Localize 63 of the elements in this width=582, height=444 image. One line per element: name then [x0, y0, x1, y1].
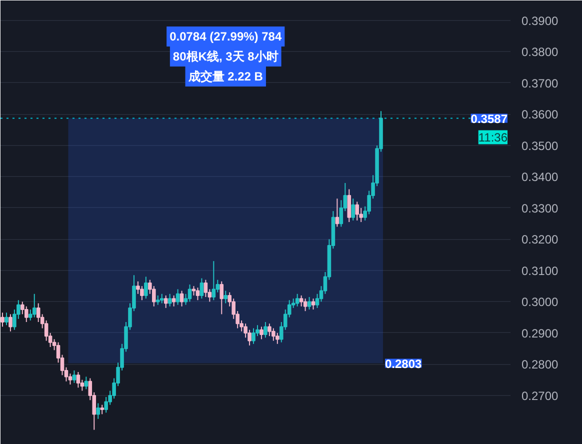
candlestick — [76, 372, 80, 388]
y-tick-label: 0.3000 — [522, 295, 559, 310]
candlestick — [351, 198, 356, 221]
annotation: 成交量 2.22 B — [187, 70, 264, 84]
y-tick-label: 0.3900 — [522, 14, 559, 28]
candlestick — [311, 298, 316, 310]
candlestick — [220, 280, 224, 315]
candlestick — [144, 276, 148, 300]
candlestick — [355, 201, 359, 221]
y-tick-label: 0.2900 — [522, 326, 559, 340]
candlestick — [200, 278, 204, 300]
candlestick — [100, 404, 104, 415]
candlestick — [164, 294, 168, 308]
y-tick-label: 0.3600 — [522, 108, 559, 122]
candlestick — [24, 306, 28, 323]
candlestick — [36, 302, 40, 323]
candlestick — [192, 286, 196, 296]
candlestick — [172, 294, 176, 307]
candlestick — [188, 284, 192, 302]
candlestick — [68, 373, 72, 386]
candlestick — [272, 328, 276, 342]
y-tick-label: 0.3200 — [522, 232, 559, 247]
candlestick — [347, 188, 352, 223]
candlestick — [299, 294, 304, 307]
candlestick — [264, 322, 268, 338]
candlestick — [72, 370, 76, 384]
candlestick — [295, 293, 300, 307]
candlestick — [4, 312, 8, 326]
candlestick — [84, 376, 88, 390]
annotation: 0.0784 (27.99%) 784 — [170, 30, 282, 44]
candlestick — [335, 198, 340, 228]
candlestick — [260, 326, 264, 340]
candlestick — [204, 279, 208, 298]
annotation: 11:36 — [478, 130, 508, 144]
candlestick — [307, 296, 312, 310]
candlestick — [276, 332, 280, 344]
candlestick — [303, 298, 308, 312]
y-tick-label: 0.3800 — [522, 45, 559, 60]
candlestick — [168, 293, 172, 307]
y-tick-label: 0.3300 — [522, 201, 559, 216]
candlestick — [32, 293, 36, 318]
candlestick — [8, 314, 12, 332]
annotation: 80根K线, 3天 8小时 — [172, 50, 278, 64]
y-tick-label: 0.2800 — [522, 358, 559, 372]
candlestick — [96, 402, 100, 420]
candlestick — [268, 323, 272, 337]
candlestick — [212, 260, 216, 301]
candlestick — [196, 287, 200, 301]
candlestick — [160, 293, 164, 304]
candlestick — [176, 288, 180, 306]
y-tick-label: 0.3500 — [522, 138, 559, 153]
y-tick-label: 0.3700 — [522, 76, 559, 90]
candlestick — [156, 294, 160, 306]
y-tick-label: 0.2700 — [522, 388, 559, 403]
candlestick — [252, 328, 256, 344]
ref-line-label: 0.3587 — [470, 112, 508, 126]
candlestick — [140, 286, 144, 301]
band-label: 0.2803 — [385, 356, 422, 371]
candlestick — [0, 312, 4, 328]
candlestick — [180, 290, 184, 307]
candlestick — [224, 290, 228, 304]
y-tick-label: 0.3100 — [522, 264, 559, 278]
y-tick-label: 0.3400 — [522, 170, 559, 184]
